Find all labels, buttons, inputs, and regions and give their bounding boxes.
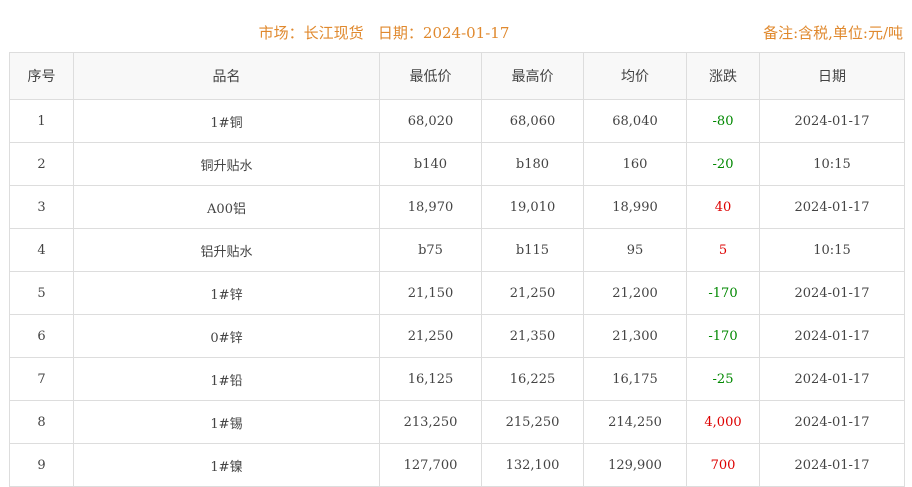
- change: -25: [686, 357, 760, 401]
- table-row: 8 1#锡 213,250 215,250 214,250 4,000 2024-01-17: [9, 400, 905, 444]
- high-price: 16,225: [481, 357, 584, 401]
- avg-price: 21,200: [583, 271, 687, 315]
- product-name: 1#铅: [73, 357, 380, 401]
- column-header: 最低价: [379, 52, 482, 100]
- change: 40: [686, 185, 760, 229]
- row-index: 1: [9, 99, 74, 143]
- low-price: b75: [379, 228, 482, 272]
- column-header: 日期: [759, 52, 905, 100]
- product-name: 0#锌: [73, 314, 380, 358]
- table-row: 4 铝升贴水 b75 b115 95 5 10:15: [9, 228, 905, 272]
- low-price: 16,125: [379, 357, 482, 401]
- high-price: b180: [481, 142, 584, 186]
- low-price: 213,250: [379, 400, 482, 444]
- date: 10:15: [759, 142, 905, 186]
- column-header: 最高价: [481, 52, 584, 100]
- avg-price: 214,250: [583, 400, 687, 444]
- avg-price: 129,900: [583, 443, 687, 487]
- change: -20: [686, 142, 760, 186]
- low-price: 68,020: [379, 99, 482, 143]
- column-header: 均价: [583, 52, 687, 100]
- date: 2024-01-17: [759, 314, 905, 358]
- high-price: 132,100: [481, 443, 584, 487]
- date: 2024-01-17: [759, 400, 905, 444]
- product-name: 1#锌: [73, 271, 380, 315]
- high-price: 19,010: [481, 185, 584, 229]
- avg-price: 16,175: [583, 357, 687, 401]
- avg-price: 95: [583, 228, 687, 272]
- table-row: 7 1#铅 16,125 16,225 16,175 -25 2024-01-17: [9, 357, 905, 401]
- row-index: 9: [9, 443, 74, 487]
- table-row: 2 铜升贴水 b140 b180 160 -20 10:15: [9, 142, 905, 186]
- product-name: 1#镍: [73, 443, 380, 487]
- date: 2024-01-17: [759, 357, 905, 401]
- avg-price: 21,300: [583, 314, 687, 358]
- low-price: 18,970: [379, 185, 482, 229]
- high-price: 215,250: [481, 400, 584, 444]
- unit-note: 备注:含税,单位:元/吨: [763, 24, 903, 42]
- date: 2024-01-17: [759, 271, 905, 315]
- page-header: 市场：长江现货 日期：2024-01-17 备注:含税,单位:元/吨: [0, 0, 912, 52]
- low-price: 21,150: [379, 271, 482, 315]
- row-index: 6: [9, 314, 74, 358]
- price-table: 序号 品名 最低价 最高价 均价 涨跌 日期 1 1#铜 68,020 68,060 68,040-…: [9, 52, 905, 487]
- change: -170: [686, 314, 760, 358]
- row-index: 5: [9, 271, 74, 315]
- low-price: 127,700: [379, 443, 482, 487]
- low-price: b140: [379, 142, 482, 186]
- date: 2024-01-17: [759, 443, 905, 487]
- market-title: 市场：长江现货 日期：2024-01-17: [258, 24, 510, 42]
- product-name: 1#铜: [73, 99, 380, 143]
- product-name: 1#锡: [73, 400, 380, 444]
- date: 10:15: [759, 228, 905, 272]
- change: 5: [686, 228, 760, 272]
- product-name: 铝升贴水: [73, 228, 380, 272]
- avg-price: 68,040: [583, 99, 687, 143]
- table-row: 1 1#铜 68,020 68,060 68,040 -80 2024-01-17: [9, 99, 905, 143]
- high-price: 21,350: [481, 314, 584, 358]
- product-name: A00铝: [73, 185, 380, 229]
- avg-price: 160: [583, 142, 687, 186]
- table-row: 6 0#锌 21,250 21,350 21,300 -170 2024-01-17: [9, 314, 905, 358]
- date: 2024-01-17: [759, 99, 905, 143]
- change: -80: [686, 99, 760, 143]
- table-row: 5 1#锌 21,150 21,250 21,200 -170 2024-01-17: [9, 271, 905, 315]
- date: 2024-01-17: [759, 185, 905, 229]
- column-header: 序号: [9, 52, 74, 100]
- table-row: 9 1#镍 127,700 132,100 129,900 700 2024-01-17: [9, 443, 905, 487]
- column-header: 涨跌: [686, 52, 760, 100]
- product-name: 铜升贴水: [73, 142, 380, 186]
- high-price: 21,250: [481, 271, 584, 315]
- change: 700: [686, 443, 760, 487]
- high-price: 68,060: [481, 99, 584, 143]
- avg-price: 18,990: [583, 185, 687, 229]
- row-index: 4: [9, 228, 74, 272]
- row-index: 7: [9, 357, 74, 401]
- low-price: 21,250: [379, 314, 482, 358]
- table-row: 3 A00铝 18,970 19,010 18,990 40 2024-01-17: [9, 185, 905, 229]
- row-index: 3: [9, 185, 74, 229]
- column-header: 品名: [73, 52, 380, 100]
- change: -170: [686, 271, 760, 315]
- change: 4,000: [686, 400, 760, 444]
- row-index: 2: [9, 142, 74, 186]
- row-index: 8: [9, 400, 74, 444]
- high-price: b115: [481, 228, 584, 272]
